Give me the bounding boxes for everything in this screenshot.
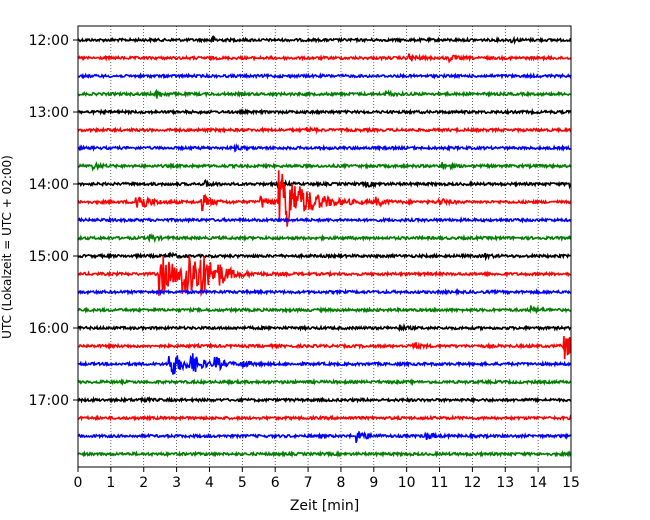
trace-1545	[77, 305, 572, 315]
x-tick-label-0: 0	[74, 475, 83, 491]
trace-1200	[77, 35, 572, 45]
trace-1345	[77, 160, 572, 173]
trace-1300	[77, 107, 572, 116]
trace-1445	[77, 232, 572, 244]
x-tick-label-14: 14	[529, 475, 547, 491]
x-tick-label-10: 10	[398, 475, 416, 491]
trace-1645	[77, 377, 572, 387]
y-axis-ticks: 12:00 13:00 14:00 15:00 16:00 17:00	[29, 33, 78, 409]
x-tick-label-8: 8	[336, 475, 345, 491]
trace-1530	[77, 287, 572, 297]
seismic-traces	[77, 35, 572, 458]
plot-frame	[77, 25, 572, 468]
trace-1330	[77, 142, 572, 153]
y-tick-label-1200: 12:00	[29, 33, 69, 49]
x-tick-label-12: 12	[463, 475, 481, 491]
trace-1600	[77, 322, 572, 333]
trace-1700	[77, 395, 572, 404]
x-tick-label-1: 1	[106, 475, 115, 491]
trace-1745	[77, 449, 572, 458]
x-tick-label-5: 5	[238, 475, 247, 491]
x-axis-ticks: 0 1 2 3 4 5 6 7 8 9 10 11 12 13 14 15	[74, 467, 580, 491]
x-tick-label-3: 3	[172, 475, 181, 491]
trace-1430	[77, 215, 572, 224]
trace-1730	[77, 431, 572, 444]
y-axis-label: UTC (Lokalzeit = UTC + 02:00)	[0, 155, 14, 339]
y-tick-label-1500: 15:00	[29, 249, 69, 265]
x-axis-label: Zeit [min]	[290, 498, 359, 514]
x-tick-label-11: 11	[431, 475, 449, 491]
x-tick-label-6: 6	[271, 475, 280, 491]
trace-1615	[77, 336, 572, 360]
x-tick-label-15: 15	[562, 475, 580, 491]
x-tick-label-2: 2	[139, 475, 148, 491]
x-tick-label-13: 13	[496, 475, 514, 491]
trace-1215	[77, 53, 572, 64]
y-tick-label-1400: 14:00	[29, 177, 69, 193]
trace-1500	[77, 251, 572, 262]
trace-1715	[77, 414, 572, 422]
x-tick-label-4: 4	[205, 475, 214, 491]
trace-1245	[77, 88, 572, 99]
y-tick-label-1600: 16:00	[29, 321, 69, 337]
y-tick-label-1700: 17:00	[29, 393, 69, 409]
x-tick-label-9: 9	[369, 475, 378, 491]
y-tick-label-1300: 13:00	[29, 105, 69, 121]
trace-1515	[77, 255, 572, 297]
trace-1230	[77, 72, 572, 80]
trace-1315	[77, 125, 572, 135]
trace-1415	[77, 170, 572, 227]
trace-1630	[77, 353, 572, 375]
x-tick-label-7: 7	[304, 475, 313, 491]
trace-1400	[77, 178, 572, 191]
